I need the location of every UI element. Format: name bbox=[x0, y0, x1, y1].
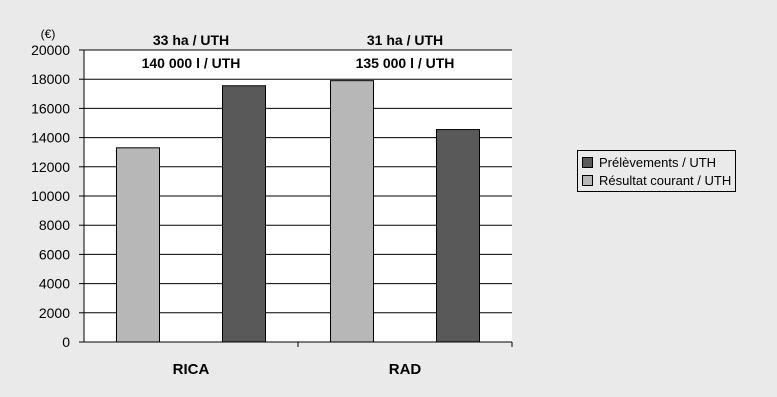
y-tick-label: 18000 bbox=[31, 71, 70, 87]
legend-swatch-resultat bbox=[582, 174, 593, 186]
legend-item-resultat: Résultat courant / UTH bbox=[582, 171, 731, 189]
y-tick-label: 8000 bbox=[39, 217, 70, 233]
annotation-rica-line-0: 33 ha / UTH bbox=[153, 32, 229, 48]
annotation-rica-line-1: 140 000 l / UTH bbox=[142, 55, 241, 71]
legend-item-prelevements: Prélèvements / UTH bbox=[582, 153, 731, 171]
category-label-rica: RICA bbox=[173, 361, 210, 378]
bar-rad-series-0 bbox=[330, 80, 374, 343]
legend: Prélèvements / UTH Résultat courant / UT… bbox=[577, 150, 737, 192]
bars bbox=[116, 80, 480, 343]
bar-rad-series-1 bbox=[436, 129, 480, 343]
y-tick-label: 0 bbox=[62, 334, 70, 350]
legend-label-resultat: Résultat courant / UTH bbox=[599, 172, 732, 188]
y-tick-label: 20000 bbox=[31, 42, 70, 58]
y-tick-label: 14000 bbox=[31, 130, 70, 146]
y-tick-label: 10000 bbox=[31, 188, 70, 204]
category-labels: RICA RAD bbox=[173, 361, 422, 378]
y-tick-label: 2000 bbox=[39, 305, 70, 321]
y-tick-label: 6000 bbox=[39, 246, 70, 262]
bar-rica-series-1 bbox=[222, 85, 266, 343]
bar-rica-series-0 bbox=[116, 147, 160, 343]
legend-swatch-prelevements bbox=[582, 156, 593, 168]
y-tick-label: 12000 bbox=[31, 159, 70, 175]
y-unit-label: (€) bbox=[41, 27, 56, 41]
annotation-rad-line-1: 135 000 l / UTH bbox=[356, 55, 455, 71]
legend-label-prelevements: Prélèvements / UTH bbox=[599, 154, 717, 170]
y-tick-labels: 0 2000 4000 6000 8000 10000 12000 14000 16000 180… bbox=[31, 42, 70, 350]
y-tick-label: 16000 bbox=[31, 100, 70, 116]
axes bbox=[83, 50, 513, 347]
annotation-rad-line-0: 31 ha / UTH bbox=[367, 32, 443, 48]
category-label-rad: RAD bbox=[389, 361, 422, 378]
y-tick-label: 4000 bbox=[39, 276, 70, 292]
annotations: 33 ha / UTH 140 000 l / UTH 31 ha / UTH 135… bbox=[142, 32, 455, 71]
